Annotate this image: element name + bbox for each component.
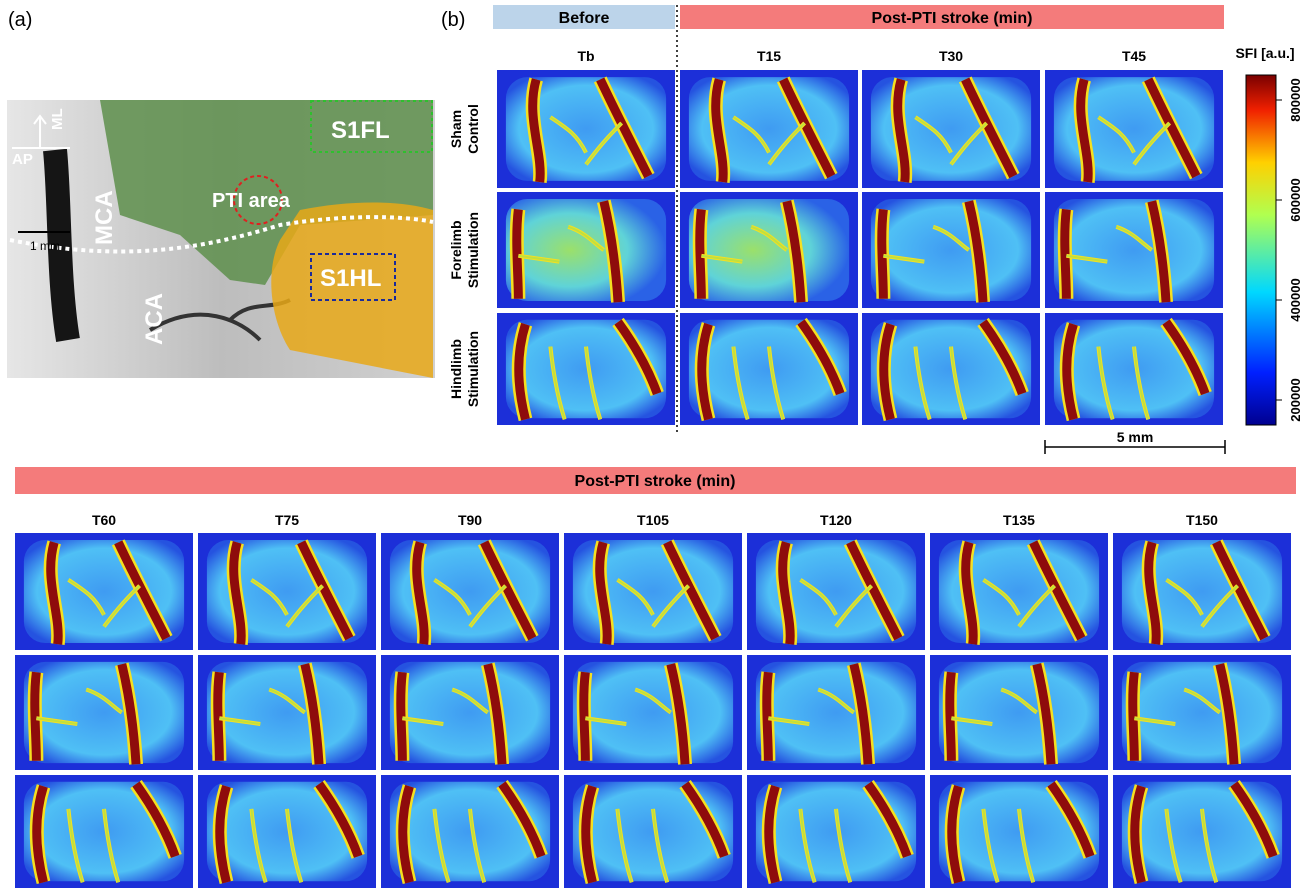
row-label: Control — [465, 104, 481, 154]
vessel — [950, 672, 952, 761]
colorbar-tick-label: 400000 — [1288, 278, 1303, 321]
sfi-image — [497, 313, 675, 425]
sfi-image — [930, 775, 1108, 888]
column-label: T30 — [939, 48, 963, 64]
s1fl-label: S1FL — [331, 117, 390, 144]
row-label: Hindlimb — [448, 339, 464, 399]
sfi-image — [381, 533, 559, 650]
brain-area — [1122, 662, 1282, 763]
column-label: T15 — [757, 48, 781, 64]
sfi-image — [680, 313, 858, 425]
row-label: Forelimb — [448, 220, 464, 279]
sfi-image — [497, 70, 675, 188]
row-label: Stimulation — [465, 212, 481, 288]
sfi-image — [862, 70, 1040, 188]
vessel — [767, 672, 769, 761]
sfi-image — [930, 533, 1108, 650]
column-label: T120 — [820, 512, 852, 528]
vessel — [1133, 672, 1135, 761]
s1hl-label: S1HL — [320, 265, 381, 292]
column-label: T90 — [458, 512, 482, 528]
colorbar-tick-label: 200000 — [1288, 378, 1303, 421]
vessel — [35, 672, 37, 761]
panel-label: (b) — [441, 9, 465, 31]
header: Post-PTI stroke (min) — [575, 473, 736, 490]
sfi-image — [680, 70, 858, 188]
sfi-image — [198, 775, 376, 888]
sfi-image — [1045, 192, 1223, 308]
sfi-image — [381, 655, 559, 770]
colorbar — [1246, 75, 1276, 425]
column-label: T45 — [1122, 48, 1146, 64]
sfi-image — [1045, 70, 1223, 188]
sfi-image — [747, 775, 925, 888]
ap-label: AP — [12, 151, 33, 168]
sfi-image — [1045, 313, 1223, 425]
sfi-image — [1113, 655, 1291, 770]
brain-area — [390, 662, 550, 763]
vessel — [401, 672, 403, 761]
vessel — [517, 209, 519, 298]
sfi-image — [381, 775, 559, 888]
vessel — [700, 209, 702, 298]
vessel — [584, 672, 586, 761]
sfi-image — [15, 655, 193, 770]
sfi-image — [15, 533, 193, 650]
sfi-image — [564, 655, 742, 770]
sfi-image — [497, 192, 675, 308]
ml-label: ML — [49, 108, 66, 130]
brain-area — [689, 199, 849, 301]
vessel — [1065, 209, 1067, 298]
brain-area — [573, 662, 733, 763]
colorbar-label: SFI [a.u.] — [1235, 45, 1294, 61]
sfi-image — [680, 192, 858, 308]
sfi-image — [862, 313, 1040, 425]
header: Before — [559, 10, 610, 27]
column-label: T105 — [637, 512, 669, 528]
brain-area — [506, 199, 666, 301]
sfi-image — [564, 533, 742, 650]
column-label: T135 — [1003, 512, 1035, 528]
panel-label: (a) — [8, 9, 32, 31]
vessel — [218, 672, 220, 761]
sfi-image — [930, 655, 1108, 770]
sfi-image — [198, 533, 376, 650]
brain-area — [24, 662, 184, 763]
column-label: Tb — [577, 48, 594, 64]
brain-area — [1054, 199, 1214, 301]
row-label: Sham — [448, 110, 464, 148]
aca-label: ACA — [141, 293, 168, 345]
colorbar-tick-label: 800000 — [1288, 78, 1303, 121]
sfi-image — [564, 775, 742, 888]
sfi-image — [862, 192, 1040, 308]
header: Post-PTI stroke (min) — [872, 10, 1033, 27]
sfi-image — [15, 775, 193, 888]
column-label: T75 — [275, 512, 299, 528]
mca-label: MCA — [91, 190, 118, 245]
pti-label: PTI area — [212, 190, 291, 212]
brain-area — [207, 662, 367, 763]
column-label: T150 — [1186, 512, 1218, 528]
sfi-image — [747, 533, 925, 650]
scale-label: 1 mm — [30, 239, 60, 253]
brain-area — [756, 662, 916, 763]
sfi-image — [1113, 533, 1291, 650]
column-label: T60 — [92, 512, 116, 528]
figure: (a) AP ML 1 mm MCA ACA PTI area S1FL S1H… — [0, 0, 1312, 888]
sfi-image — [198, 655, 376, 770]
row-label: Stimulation — [465, 331, 481, 407]
scale-label: 5 mm — [1117, 429, 1154, 445]
vessel — [882, 209, 884, 298]
sfi-image — [1113, 775, 1291, 888]
brain-area — [871, 199, 1031, 301]
brain-area — [939, 662, 1099, 763]
sfi-image — [747, 655, 925, 770]
colorbar-tick-label: 600000 — [1288, 178, 1303, 221]
